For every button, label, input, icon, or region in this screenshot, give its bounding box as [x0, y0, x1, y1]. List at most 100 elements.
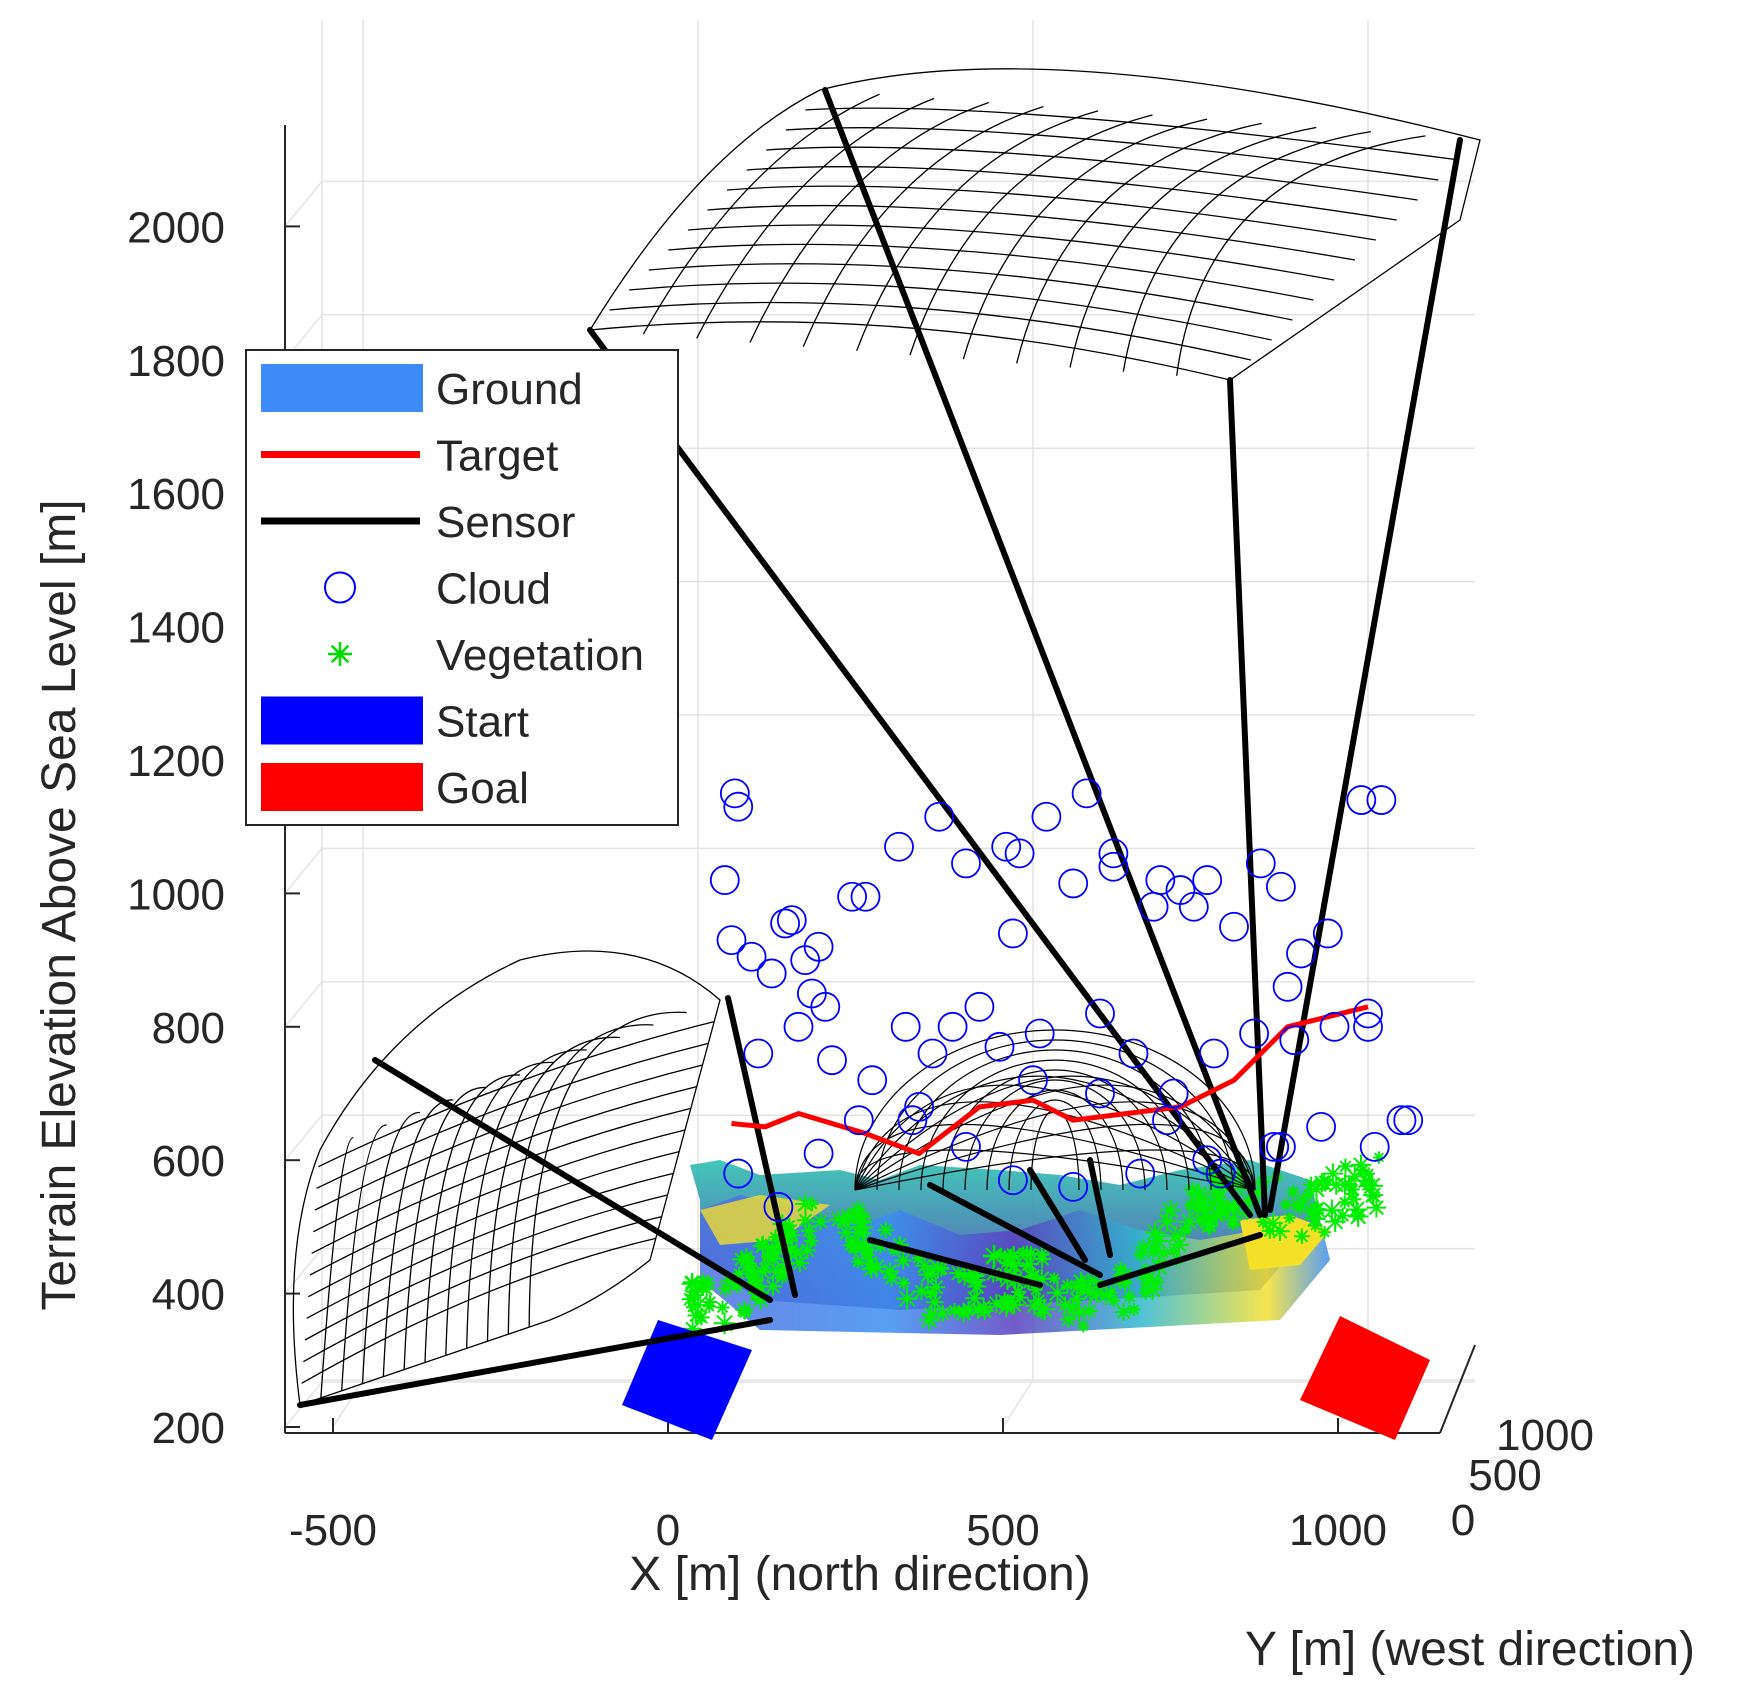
vegetation-marker: [845, 1235, 859, 1249]
vegetation-marker: [974, 1298, 993, 1317]
cloud-marker: [843, 1105, 874, 1136]
vegetation-marker: [771, 1236, 789, 1254]
vegetation-marker: [1270, 1221, 1290, 1241]
cloud-marker: [1152, 1105, 1182, 1136]
mesh-line: [320, 1136, 354, 1398]
mesh-line: [445, 1061, 554, 1356]
vegetation-marker: [1318, 1177, 1333, 1192]
vegetation-marker: [924, 1286, 939, 1301]
vegetation-marker: [1303, 1202, 1321, 1221]
vegetation-marker: [730, 1279, 744, 1294]
vegetation-marker: [790, 1253, 810, 1272]
vegetation-marker: [861, 1259, 881, 1279]
cloud-marker: [1359, 1131, 1390, 1162]
vegetation-marker: [1263, 1213, 1284, 1234]
mesh-line: [727, 185, 1376, 241]
x-tick-label: -500: [289, 1506, 377, 1555]
cloud-marker: [890, 1011, 921, 1042]
vegetation-marker: [775, 1269, 790, 1285]
vegetation-marker: [1196, 1202, 1215, 1221]
vegetation-marker: [763, 1277, 783, 1296]
cloud-marker: [1098, 851, 1129, 882]
cloud-marker: [817, 1045, 847, 1076]
vegetation-marker: [1003, 1254, 1026, 1277]
mesh-line: [313, 1086, 697, 1233]
vegetation-marker: [713, 1312, 736, 1335]
cloud-marker: [1199, 1038, 1229, 1069]
cloud-marker: [1393, 1105, 1424, 1136]
vegetation-marker: [1302, 1188, 1315, 1201]
vegetation-marker: [1279, 1198, 1293, 1211]
vegetation-marker: [1002, 1248, 1021, 1267]
vegetation-marker: [1010, 1284, 1026, 1300]
vegetation-marker: [1144, 1222, 1166, 1243]
vegetation-marker: [683, 1319, 702, 1338]
vegetation-marker: [720, 1272, 738, 1290]
vegetation-marker: [1069, 1302, 1089, 1322]
grid-line-z-side: [284, 847, 323, 894]
mesh-line: [854, 1075, 1256, 1191]
vegetation-marker: [1133, 1247, 1148, 1262]
cloud-marker: [951, 1131, 981, 1162]
sensor-lines: [297, 87, 1463, 1408]
mesh-line: [920, 1059, 1190, 1191]
mesh-line: [802, 106, 1044, 347]
vegetation-marker: [1056, 1296, 1074, 1314]
vegetation-marker: [965, 1289, 984, 1308]
vegetation-marker: [732, 1266, 746, 1281]
cloud-marker: [964, 991, 995, 1022]
cloud-marker: [709, 865, 740, 895]
grid-line-x-floor: [1002, 1379, 1034, 1428]
mesh-line: [303, 1216, 662, 1363]
vegetation-marker: [967, 1276, 987, 1296]
mesh-line: [964, 1079, 1146, 1191]
cloud-marker: [924, 801, 955, 832]
mesh-line: [746, 166, 1397, 221]
vegetation-marker: [692, 1275, 713, 1297]
cloud-markers: [709, 778, 1424, 1222]
cloud-marker: [897, 1105, 928, 1136]
cloud-marker: [1098, 838, 1129, 869]
vegetation-marker: [751, 1261, 773, 1283]
mesh-line: [854, 1123, 1256, 1191]
vegetation-marker: [1184, 1181, 1201, 1199]
mesh-line: [687, 224, 1335, 281]
vegetation-marker: [1360, 1179, 1374, 1193]
mesh-line: [749, 101, 989, 343]
mesh-line: [962, 118, 1208, 360]
vegetation-marker: [1150, 1229, 1165, 1244]
vegetation-marker: [882, 1269, 901, 1287]
mesh-line: [341, 1124, 387, 1391]
cloud-marker: [998, 1165, 1028, 1196]
vegetation-marker: [1020, 1259, 1033, 1273]
vegetation-marker: [747, 1273, 761, 1286]
vegetation-marker: [1138, 1285, 1153, 1300]
vegetation-marker: [965, 1270, 986, 1290]
vegetation-marker: [1322, 1163, 1344, 1184]
cloud-marker: [850, 881, 881, 912]
cloud-marker: [1058, 1172, 1089, 1202]
cloud-marker: [1192, 865, 1223, 895]
vegetation-marker: [1135, 1267, 1150, 1282]
vegetation-marker: [764, 1243, 781, 1260]
y-axis-label: Y [m] (west direction): [1245, 1623, 1695, 1676]
cloud-marker: [803, 931, 834, 962]
x-tick-label: 0: [656, 1506, 680, 1555]
vegetation-marker: [829, 1210, 848, 1230]
vegetation-marker: [1203, 1194, 1224, 1214]
mesh-line: [986, 1089, 1124, 1191]
vegetation-marker: [1207, 1183, 1226, 1201]
mesh-line: [306, 1172, 674, 1319]
cloud-marker: [951, 848, 981, 879]
mesh-line: [766, 146, 1418, 201]
z-tick-label: 1800: [127, 337, 225, 386]
vegetation-marker: [1127, 1303, 1141, 1316]
vegetation-marker: [1345, 1198, 1368, 1221]
cloud-marker: [1018, 1065, 1048, 1096]
grid-line-z-side: [284, 1114, 323, 1161]
legend-label-vegetation: Vegetation: [436, 631, 644, 680]
legend-label-sensor: Sensor: [436, 498, 575, 547]
vegetation-marker: [915, 1256, 935, 1276]
vegetation-marker: [1135, 1238, 1153, 1256]
vegetation-marker: [1024, 1268, 1042, 1287]
